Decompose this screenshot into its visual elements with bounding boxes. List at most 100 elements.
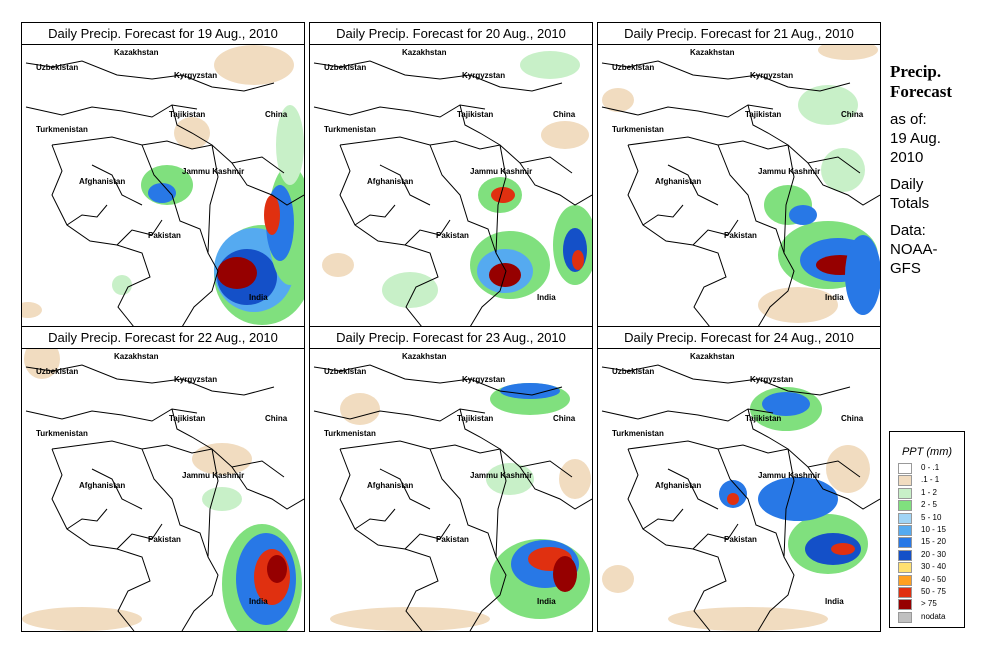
map-label: Afghanistan [79, 481, 125, 490]
legend-item: 2 - 5 [890, 499, 964, 512]
legend-item: 1 - 2 [890, 487, 964, 499]
map-graphic: Kazakhstan Uzbekistan Kyrgyzstan Tajikistan… [598, 45, 880, 327]
precip-area [762, 392, 810, 416]
map-graphic: Kazakhstan Uzbekistan Kyrgyzstan Tajikistan… [310, 45, 592, 327]
precip-area [602, 88, 634, 112]
precip-area [572, 250, 584, 270]
legend-swatch [898, 611, 912, 623]
text-line: as of: [890, 111, 927, 128]
legend-swatch [898, 475, 912, 487]
map-label: India [825, 597, 844, 606]
forecast-panel-1: Daily Precip. Forecast for 19 Aug., 2010… [21, 22, 305, 328]
border-line [429, 448, 497, 558]
legend-label: 30 - 40 [921, 562, 946, 572]
precip-field [22, 45, 304, 325]
legend-label: 10 - 15 [921, 524, 946, 534]
legend-items: 0 - .1 .1 - 1 1 - 2 2 - 5 5 - 10 10 - 15 15 - … [890, 462, 964, 623]
legend-item: 20 - 30 [890, 549, 964, 561]
map-label: Pakistan [724, 535, 757, 544]
map-label: Kazakhstan [402, 48, 447, 57]
border-line [379, 468, 431, 510]
legend-item: 0 - .1 [890, 462, 964, 474]
precip-area [821, 148, 865, 192]
text-line: Totals [890, 195, 930, 212]
precip-map: Kazakhstan Uzbekistan Kyrgyzstan Tajikistan… [598, 349, 880, 631]
panel-title: Daily Precip. Forecast for 19 Aug., 2010 [22, 23, 304, 45]
precip-area [831, 543, 855, 555]
legend-item: 10 - 15 [890, 524, 964, 536]
precip-area [520, 51, 580, 79]
border-line [642, 508, 684, 530]
precip-field [330, 383, 591, 631]
precip-area [192, 443, 252, 475]
border-line [519, 466, 592, 510]
map-label: India [537, 293, 556, 302]
border-line [642, 204, 684, 226]
precip-area [789, 205, 817, 225]
forecast-panel-2: Daily Precip. Forecast for 20 Aug., 2010… [309, 22, 593, 328]
legend-swatch [898, 500, 912, 512]
map-label: China [265, 110, 288, 119]
border-line [807, 162, 880, 206]
legend-label: 5 - 10 [921, 512, 942, 522]
border-line [66, 508, 108, 530]
map-label: Kyrgyzstan [174, 375, 217, 384]
map-label: Tajikistan [457, 110, 493, 119]
map-label: China [841, 110, 864, 119]
border-line [181, 144, 219, 327]
border-line [667, 164, 719, 206]
border-line [807, 466, 880, 510]
legend-swatch [898, 463, 912, 474]
panel-title: Daily Precip. Forecast for 24 Aug., 2010 [598, 327, 880, 349]
legend-swatch [898, 512, 912, 524]
border-line [141, 448, 209, 558]
map-label: Tajikistan [745, 110, 781, 119]
heading: Precip. Forecast [890, 62, 980, 102]
map-label: Jammu Kashmir [182, 167, 244, 176]
precip-field [602, 387, 870, 631]
precip-area [553, 556, 577, 592]
border-line [469, 144, 507, 327]
map-label: Pakistan [436, 535, 469, 544]
map-graphic: Kazakhstan Uzbekistan Kyrgyzstan Tajikistan… [22, 349, 304, 631]
precip-area [276, 105, 304, 185]
border-line [181, 448, 219, 631]
panel-title: Daily Precip. Forecast for 20 Aug., 2010 [310, 23, 592, 45]
map-label: Uzbekistan [324, 367, 366, 376]
legend-swatch [898, 524, 912, 536]
map-label: Tajikistan [169, 110, 205, 119]
border-line [66, 204, 108, 226]
precip-area [264, 195, 280, 235]
map-label: Turkmenistan [324, 125, 376, 134]
precip-area [382, 272, 438, 308]
precip-area [267, 555, 287, 583]
border-line [313, 60, 563, 92]
panel-title: Daily Precip. Forecast for 21 Aug., 2010 [598, 23, 880, 45]
map-label: Turkmenistan [36, 429, 88, 438]
border-line [747, 104, 789, 146]
data-source-text: Data: NOAA- GFS [890, 221, 980, 278]
precip-area [214, 45, 294, 85]
map-label: Afghanistan [367, 177, 413, 186]
border-line [627, 440, 861, 478]
legend-label: 0 - .1 [921, 463, 940, 472]
map-label: Uzbekistan [324, 63, 366, 72]
country-borders [313, 364, 592, 631]
map-label: Jammu Kashmir [470, 471, 532, 480]
precip-area [202, 487, 242, 511]
border-line [459, 104, 501, 146]
map-label: Kazakhstan [114, 48, 159, 57]
legend-item: 30 - 40 [890, 561, 964, 574]
legend-label: 2 - 5 [921, 500, 938, 510]
map-label: Uzbekistan [36, 367, 78, 376]
legend-swatch [898, 574, 912, 586]
precip-area [559, 459, 591, 499]
map-label: Kazakhstan [114, 352, 159, 361]
map-label: Tajikistan [169, 414, 205, 423]
precip-map: Kazakhstan Uzbekistan Kyrgyzstan Tajikistan… [22, 45, 304, 327]
country-borders [601, 364, 880, 631]
precip-area [491, 187, 515, 203]
border-line [116, 219, 163, 246]
border-line [404, 219, 451, 246]
legend-swatch [898, 562, 912, 574]
